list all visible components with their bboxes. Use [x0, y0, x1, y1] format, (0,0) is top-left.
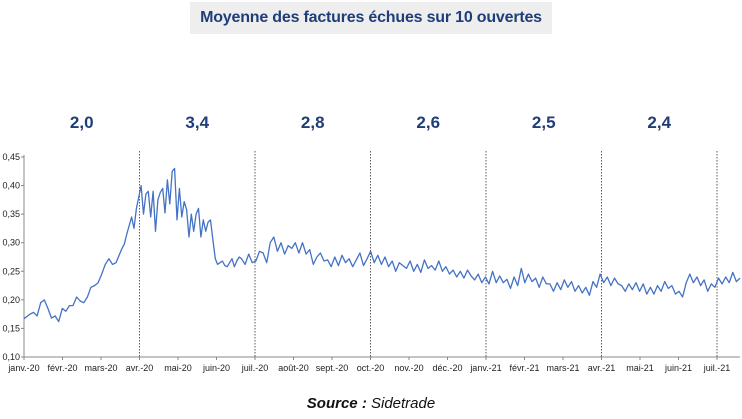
x-tick-label: nov.-20 [394, 363, 423, 373]
x-tick-label: juil.-21 [703, 363, 731, 373]
x-tick-label: août-20 [278, 363, 309, 373]
x-axis-labels: janv.-20 févr.-20 mars-20 avr.-20 mai-20 juin… [7, 363, 730, 373]
series-line [23, 167, 741, 323]
period-average-label: 2,8 [300, 113, 325, 132]
x-tick-label: mars-21 [546, 363, 579, 373]
x-tick-label: févr.-21 [509, 363, 539, 373]
x-tick-label: mars-20 [84, 363, 117, 373]
x-tick-label: avr.-20 [126, 363, 154, 373]
chart-title-box: Moyenne des factures échues sur 10 ouver… [190, 2, 552, 34]
chart-axes [21, 155, 740, 360]
source-note: Source : Sidetrade [0, 395, 742, 412]
x-tick-label: sept.-20 [316, 363, 349, 373]
y-axis-labels: 0,10 0,15 0,20 0,25 0,30 0,35 0,40 0,45 [2, 152, 20, 362]
period-dividers [139, 151, 718, 357]
x-tick-label: oct.-20 [357, 363, 385, 373]
x-tick-label: janv.-20 [7, 363, 39, 373]
x-tick-label: janv.-21 [469, 363, 501, 373]
y-tick-label: 0,45 [2, 152, 20, 162]
source-name: Sidetrade [370, 395, 436, 412]
x-tick-label: juin-20 [202, 363, 230, 373]
period-average-label: 2,4 [647, 113, 672, 132]
period-average-label: 2,5 [531, 113, 556, 132]
y-tick-label: 0,25 [2, 266, 20, 276]
x-tick-label: févr.-20 [47, 363, 77, 373]
period-average-label: 2,6 [416, 113, 441, 132]
x-tick-label: mai-20 [164, 363, 192, 373]
x-tick-label: avr.-21 [588, 363, 616, 373]
x-tick-label: déc.-20 [432, 363, 462, 373]
y-tick-label: 0,15 [2, 323, 20, 333]
chart-title: Moyenne des factures échues sur 10 ouver… [200, 9, 542, 26]
period-average-label: 3,4 [185, 113, 210, 132]
x-tick-label: mai-21 [626, 363, 654, 373]
source-label: Source : [306, 395, 367, 412]
period-average-label: 2,0 [69, 113, 94, 132]
y-tick-label: 0,20 [2, 295, 20, 305]
y-tick-label: 0,40 [2, 181, 20, 191]
y-tick-label: 0,30 [2, 238, 20, 248]
x-tick-label: juil.-20 [241, 363, 269, 373]
y-tick-label: 0,35 [2, 209, 20, 219]
x-tick-label: juin-21 [664, 363, 692, 373]
y-tick-label: 0,10 [2, 352, 20, 362]
